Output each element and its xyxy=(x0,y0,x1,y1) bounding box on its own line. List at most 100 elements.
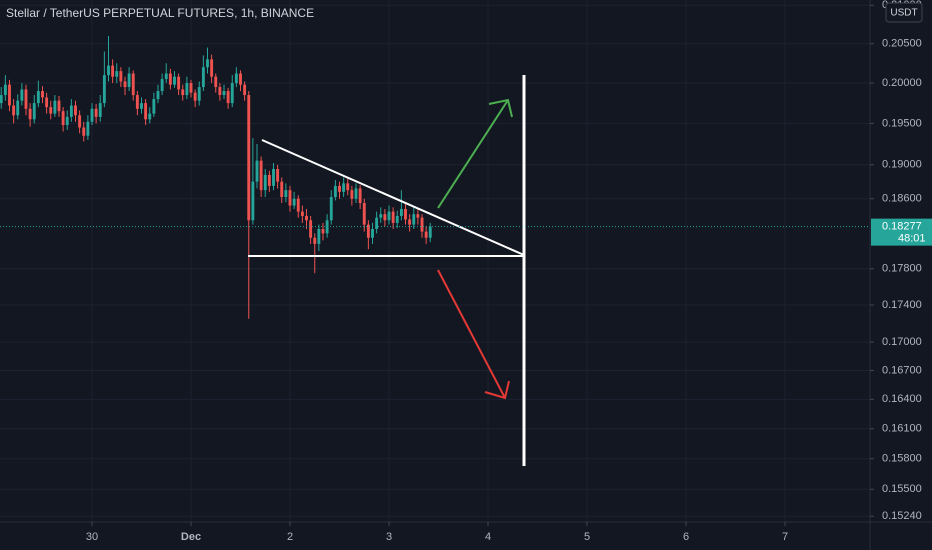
candle-body xyxy=(148,113,152,120)
candle-body xyxy=(160,79,164,92)
currency-box[interactable] xyxy=(885,2,923,23)
candle-body xyxy=(45,97,49,108)
candle-body xyxy=(189,83,193,93)
candle-body xyxy=(313,237,317,244)
candle-body xyxy=(296,198,300,212)
red-arrow xyxy=(437,269,506,399)
candle-body xyxy=(222,91,226,96)
candle-body xyxy=(247,95,251,221)
candle-body xyxy=(243,84,247,96)
candle-body xyxy=(329,197,333,221)
candle-body xyxy=(350,190,354,199)
y-tick-label: 0.20500 xyxy=(882,38,922,50)
candle-body xyxy=(267,174,271,186)
candle-body xyxy=(342,183,346,192)
candle-body xyxy=(90,108,94,122)
y-tick-label: 0.15240 xyxy=(882,510,922,522)
y-tick-label: 0.15800 xyxy=(882,453,922,465)
candle-body xyxy=(424,231,428,238)
candle-body xyxy=(210,59,214,77)
drawings xyxy=(248,75,526,466)
candle-body xyxy=(276,169,280,182)
candle-body xyxy=(181,89,185,96)
candle-body xyxy=(168,73,172,85)
currency-label[interactable]: USDT xyxy=(890,8,917,19)
candle-body xyxy=(395,215,399,223)
candle-body xyxy=(362,203,366,225)
candle-body xyxy=(115,71,119,77)
candle-body xyxy=(251,181,255,221)
candle-body xyxy=(226,91,230,104)
candle-body xyxy=(119,71,123,82)
candle-body xyxy=(366,224,370,238)
candle-body xyxy=(379,214,383,218)
candle-body xyxy=(354,188,358,199)
y-tick-label: 0.17800 xyxy=(882,263,922,275)
candle-body xyxy=(0,95,3,104)
candle-body xyxy=(57,100,61,112)
candle-body xyxy=(201,67,205,88)
candle-body xyxy=(82,127,86,136)
candle-body xyxy=(123,81,127,88)
x-tick-label: 2 xyxy=(287,531,293,543)
green-arrow-head xyxy=(488,98,513,118)
candle-body xyxy=(300,211,304,216)
candle-body xyxy=(78,115,82,128)
candle-body xyxy=(32,103,36,120)
y-tick-label: 0.15500 xyxy=(882,483,922,495)
y-tick-label: 0.20000 xyxy=(882,77,922,89)
candle-body xyxy=(230,83,234,104)
candle-body xyxy=(399,209,403,216)
candle-body xyxy=(36,91,40,104)
candle-body xyxy=(86,121,90,136)
candle-body xyxy=(305,215,308,221)
candle-body xyxy=(338,185,341,192)
candle-body xyxy=(49,107,53,114)
candle-body xyxy=(65,116,69,126)
x-tick-label: 7 xyxy=(782,531,788,543)
x-tick-label: 3 xyxy=(386,531,392,543)
candle-body xyxy=(263,174,267,191)
candle-body xyxy=(383,214,387,221)
red-arrow-head xyxy=(484,380,510,400)
candle-body xyxy=(416,214,420,218)
candle-body xyxy=(375,217,379,229)
candle-body xyxy=(135,95,139,109)
y-tick-label: 0.16400 xyxy=(882,393,922,405)
x-tick-label: 4 xyxy=(485,531,491,543)
candle-body xyxy=(420,217,424,232)
candle-body xyxy=(408,219,412,225)
candle-body xyxy=(74,105,77,116)
candle-body xyxy=(288,190,292,206)
candle-body xyxy=(12,105,16,116)
candle-body xyxy=(280,181,284,198)
candle-body xyxy=(111,65,115,77)
candle-body xyxy=(333,185,337,198)
y-tick-label: 0.16700 xyxy=(882,364,922,376)
candle-body xyxy=(152,99,156,114)
x-tick-label: 6 xyxy=(683,531,689,543)
candle-body xyxy=(292,198,296,206)
candle-body xyxy=(387,211,391,221)
candle-body xyxy=(197,87,201,101)
candle-body xyxy=(428,226,432,238)
candle-body xyxy=(255,160,259,182)
countdown-label: 48:01 xyxy=(898,233,926,245)
candle-body xyxy=(98,103,102,117)
candle-body xyxy=(8,84,11,106)
candle-body xyxy=(127,73,131,88)
grid xyxy=(0,0,870,522)
candle-body xyxy=(156,91,160,100)
candle-body xyxy=(61,111,65,126)
candle-body xyxy=(3,84,7,96)
x-tick-label: 30 xyxy=(86,531,98,543)
y-tick-label: 0.16100 xyxy=(882,423,922,435)
candle-body xyxy=(218,87,222,96)
candles xyxy=(0,35,432,319)
candle-body xyxy=(173,76,176,85)
x-tick-label: 5 xyxy=(584,531,590,543)
y-tick-label: 0.19000 xyxy=(882,159,922,171)
candle-body xyxy=(102,75,106,104)
